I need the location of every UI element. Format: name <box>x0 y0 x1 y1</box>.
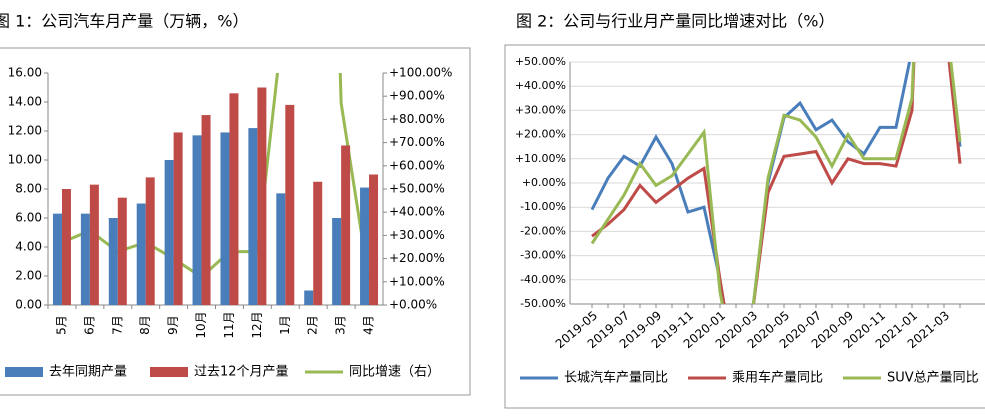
bar <box>117 197 127 305</box>
legend-swatch <box>150 367 188 377</box>
x-tick-label: 6月 <box>82 315 96 335</box>
y-tick-label: 10.00 <box>8 153 42 167</box>
legend-label: 同比增速（右） <box>349 365 440 380</box>
y2-tick-label: +10.00% <box>389 274 445 288</box>
legend-swatch <box>5 367 43 377</box>
y-tick-label: +40.00% <box>515 79 566 92</box>
legend-label: 过去12个月产量 <box>194 365 289 380</box>
line <box>591 62 962 304</box>
y-tick-label: 6.00 <box>15 211 42 225</box>
y2-tick-label: +40.00% <box>389 205 445 219</box>
y2-tick-label: +0.00% <box>389 298 437 312</box>
y-tick-label: 12.00 <box>8 124 42 138</box>
legend-label: SUV总产量同比 <box>887 371 979 386</box>
chart-title: 图 2：公司与行业月产量同比增速对比（%） <box>516 12 834 31</box>
bar <box>248 128 258 305</box>
y2-tick-label: +70.00% <box>389 135 445 149</box>
y2-tick-label: +100.00% <box>389 66 452 80</box>
x-tick-label: 4月 <box>362 315 376 335</box>
x-tick-label: 8月 <box>138 315 152 335</box>
y2-tick-label: +80.00% <box>389 112 445 126</box>
y-tick-label: -40.00% <box>520 273 566 286</box>
bar <box>257 87 267 305</box>
x-tick-label: 5月 <box>54 315 68 335</box>
bar <box>145 177 155 305</box>
bar <box>304 290 314 305</box>
bar <box>108 218 118 305</box>
chart-1: 0.00 2.00 4.00 6.00 8.00 10.00 12.00 14.00 16.00… <box>5 66 452 380</box>
bar <box>285 104 295 306</box>
chart-2: -50.00% -40.00% -30.00% -20.00% -10.00% +0.00… <box>515 55 985 386</box>
y-tick-label: 14.00 <box>8 95 42 109</box>
bar <box>369 174 379 305</box>
y2-tick-label: +60.00% <box>389 158 445 172</box>
y-tick-label: -50.00% <box>520 297 566 310</box>
y2-tick-label: +90.00% <box>389 89 445 103</box>
bar <box>164 160 174 305</box>
bar <box>313 181 323 305</box>
bar <box>220 132 230 305</box>
legend-label: 长城汽车产量同比 <box>564 370 668 386</box>
y-tick-label: 2.00 <box>15 269 42 283</box>
bar <box>276 193 286 305</box>
y-tick-label: 16.00 <box>8 66 42 80</box>
chart-frame <box>504 44 985 409</box>
bar <box>89 184 99 305</box>
bar <box>173 132 183 305</box>
bar <box>52 213 62 305</box>
y-tick-label: 0.00 <box>15 298 42 312</box>
x-tick-label: 3月 <box>334 315 348 335</box>
x-tick-label: 11月 <box>222 311 236 338</box>
legend-label: 乘用车产量同比 <box>732 370 823 386</box>
x-tick-label: 7月 <box>110 315 124 335</box>
x-tick-label: 12月 <box>250 311 264 338</box>
legend-label: 去年同期产量 <box>49 365 127 380</box>
line <box>61 73 371 283</box>
x-tick-label: 10月 <box>194 311 208 338</box>
bar <box>332 218 342 305</box>
bar <box>229 93 239 305</box>
plot-area <box>61 73 371 283</box>
bar <box>80 213 90 305</box>
bar <box>201 115 211 305</box>
y-tick-label: +20.00% <box>515 128 566 141</box>
y-tick-label: +0.00% <box>522 176 566 189</box>
chart-frame <box>0 47 471 396</box>
y-tick-label: -20.00% <box>520 224 566 237</box>
y2-tick-label: +20.00% <box>389 251 445 265</box>
bar <box>136 203 146 305</box>
bar <box>360 187 370 305</box>
bar <box>61 189 71 305</box>
y-tick-label: 4.00 <box>15 240 42 254</box>
x-tick-label: 9月 <box>166 315 180 335</box>
y2-tick-label: +30.00% <box>389 228 445 242</box>
y2-tick-label: +50.00% <box>389 182 445 196</box>
y-tick-label: 8.00 <box>15 182 42 196</box>
chart-title: 图 1：公司汽车月产量（万辆，%） <box>0 12 248 31</box>
y-tick-label: -30.00% <box>520 249 566 262</box>
x-tick-label: 1月 <box>278 315 292 335</box>
line <box>590 62 962 304</box>
y-tick-label: +30.00% <box>515 103 566 116</box>
y-tick-label: +10.00% <box>515 152 566 165</box>
x-tick-label: 2月 <box>306 315 320 335</box>
y-tick-label: -10.00% <box>520 200 566 213</box>
bar <box>341 145 351 305</box>
bar <box>192 135 202 305</box>
plot-area <box>590 62 962 304</box>
y-tick-label: +50.00% <box>515 55 566 68</box>
